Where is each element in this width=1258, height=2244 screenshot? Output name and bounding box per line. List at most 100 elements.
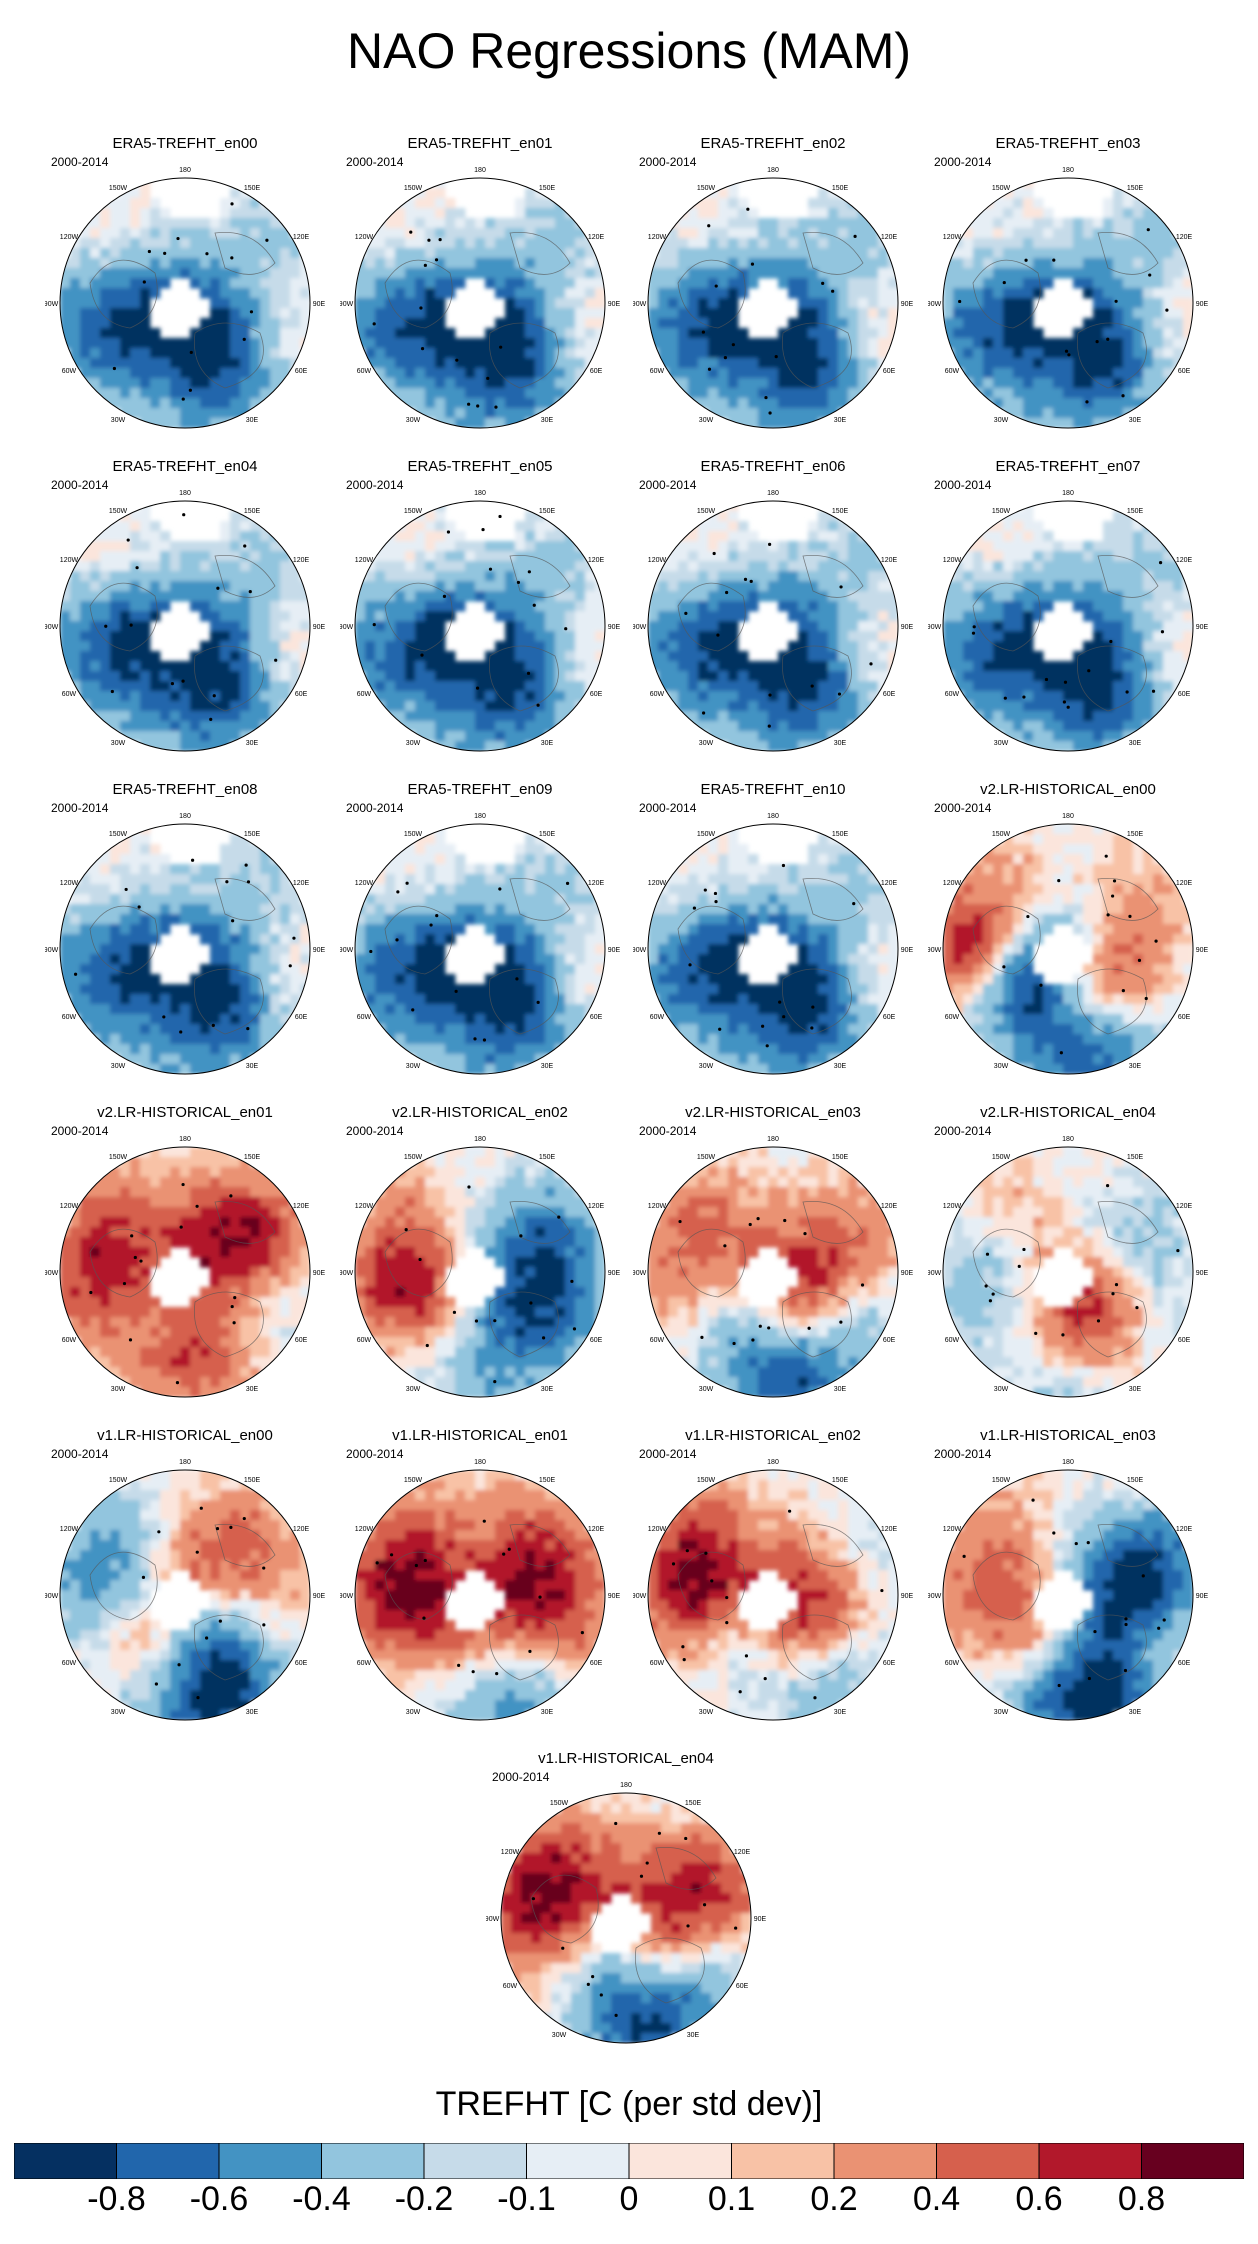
field-cell [150,731,161,742]
field-cell [80,631,91,642]
field-cell [1133,571,1144,582]
field-cell [475,874,486,885]
field-cell [1003,298,1014,309]
field-cell [678,328,689,339]
significance-dot [230,256,234,260]
field-cell [515,621,526,632]
field-cell [1123,288,1134,299]
field-cell [1113,238,1124,249]
significance-dot [429,923,433,927]
field-cell [170,591,181,602]
longitude-label: 90E [901,624,913,631]
significance-dot [1052,258,1056,262]
field-cell [748,571,759,582]
field-cell [515,551,526,562]
field-cell [688,631,699,642]
field-cell [1173,348,1184,359]
field-cell [515,531,526,542]
field-cell [140,691,151,702]
field-cell [70,621,81,632]
field-cell [728,711,739,722]
field-cell [260,894,271,905]
field-cell [758,408,769,419]
field-cell [150,1024,161,1035]
field-cell [828,308,839,319]
field-cell [748,358,759,369]
field-cell [1143,228,1154,239]
field-cell [828,348,839,359]
field-cell [1113,338,1124,349]
field-cell [445,248,456,259]
field-cell [130,378,141,389]
field-cell [983,348,994,359]
field-cell [708,681,719,692]
field-cell [565,1024,576,1035]
field-cell [868,601,879,612]
field-cell [270,308,281,319]
field-cell [190,1044,201,1055]
field-cell [60,318,71,329]
field-cell [415,944,426,955]
field-cell [738,711,749,722]
field-cell [415,854,426,865]
field-cell [1043,731,1054,742]
field-cell [100,681,111,692]
field-cell [1013,541,1024,552]
field-cell [230,1034,241,1045]
field-cell [1103,591,1114,602]
longitude-label: 90E [313,624,325,631]
field-cell [210,541,221,552]
longitude-label: 30W [111,740,126,747]
field-cell [738,701,749,712]
field-cell [515,298,526,309]
field-cell [545,721,556,732]
field-cell [375,671,386,682]
field-cell [748,378,759,389]
field-cell [1143,721,1154,732]
field-cell [250,591,261,602]
field-cell [270,641,281,652]
field-cell [525,198,536,209]
field-cell [170,338,181,349]
field-cell [688,318,699,329]
field-cell [525,278,536,289]
field-cell [290,894,301,905]
field-cell [110,691,121,702]
field-cell [210,258,221,269]
field-cell [425,914,436,925]
field-cell [70,248,81,259]
field-cell [718,531,729,542]
coastline [781,322,852,389]
field-cell [280,338,291,349]
field-cell [425,581,436,592]
field-cell [455,681,466,692]
field-cell [973,208,984,219]
field-cell [230,1004,241,1015]
field-cell [1143,398,1154,409]
field-cell [868,328,879,339]
field-cell [170,721,181,732]
field-cell [1043,661,1054,672]
field-cell [280,1004,291,1015]
field-cell [180,731,191,742]
field-cell [1123,551,1134,562]
field-cell [375,914,386,925]
field-cell [140,661,151,672]
field-cell [455,358,466,369]
field-cell [110,621,121,632]
significance-dot [1044,677,1049,682]
field-cell [1053,218,1064,229]
field-cell [728,198,739,209]
field-cell [708,641,719,652]
field-cell [1093,641,1104,652]
field-cell [878,621,889,632]
field-cell [848,571,859,582]
field-cell [130,198,141,209]
field-cell [1023,348,1034,359]
field-cell [495,611,506,622]
field-cell [1013,368,1024,379]
field-cell [993,228,1004,239]
field-cell [648,308,659,319]
field-cell [1043,358,1054,369]
field-cell [808,378,819,389]
